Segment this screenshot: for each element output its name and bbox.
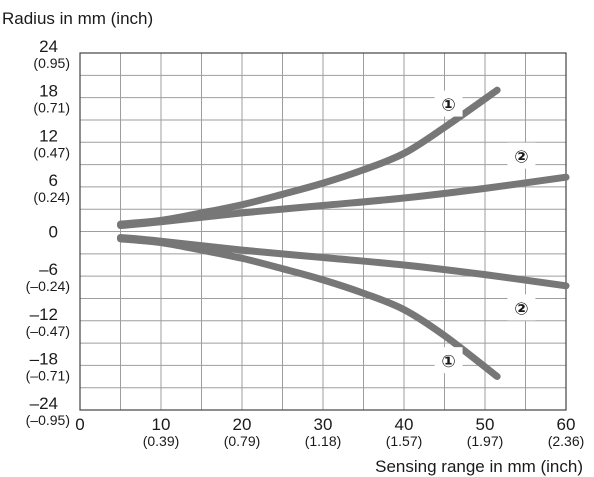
x-tick-sublabel: (2.36) bbox=[548, 433, 585, 449]
x-axis-title: Sensing range in mm (inch) bbox=[375, 457, 583, 476]
y-tick-sublabel: (–0.47) bbox=[26, 323, 70, 339]
x-tick-label: 30 bbox=[314, 415, 333, 434]
y-tick-label: 18 bbox=[39, 82, 58, 101]
series-line bbox=[117, 173, 570, 230]
curve-label-backdrop bbox=[507, 294, 536, 321]
y-tick-sublabel: (–0.71) bbox=[26, 367, 70, 383]
x-tick-label: 60 bbox=[557, 415, 576, 434]
y-tick-sublabel: (0.71) bbox=[33, 100, 70, 116]
y-tick-label: –24 bbox=[30, 394, 58, 413]
x-tick-sublabel: (1.97) bbox=[467, 433, 504, 449]
curve-label: ② bbox=[514, 299, 528, 318]
curve-label-backdrop bbox=[507, 142, 536, 169]
y-tick-label: 24 bbox=[39, 37, 58, 56]
x-tick-label: 50 bbox=[476, 415, 495, 434]
y-tick-label: –18 bbox=[30, 349, 58, 368]
grid bbox=[80, 53, 566, 410]
y-tick-label: –12 bbox=[30, 305, 58, 324]
curve-labels: ① ② ② ① bbox=[434, 90, 536, 374]
y-tick-sublabel: (–0.95) bbox=[26, 412, 70, 428]
x-tick-sublabel: (1.57) bbox=[386, 433, 423, 449]
y-tick-label: –6 bbox=[39, 260, 58, 279]
series-line bbox=[117, 233, 570, 290]
curve-label: ① bbox=[441, 96, 455, 115]
curve-label: ② bbox=[514, 148, 528, 167]
x-tick-sublabel: (0.79) bbox=[224, 433, 261, 449]
x-tick-label: 0 bbox=[75, 415, 84, 434]
y-tick-sublabel: (0.47) bbox=[33, 144, 70, 160]
curve-label-backdrop bbox=[434, 347, 463, 374]
y-tick-label: 6 bbox=[49, 171, 58, 190]
y-axis-ticks: 24(0.95) 18(0.71) 12(0.47) 6(0.24) 0 –6(–0.24… bbox=[26, 37, 70, 428]
curve-label-backdrop bbox=[434, 90, 463, 117]
plot-frame bbox=[79, 52, 567, 411]
curve-label: ① bbox=[441, 352, 455, 371]
y-tick-label: 0 bbox=[49, 223, 58, 242]
x-tick-sublabel: (1.18) bbox=[305, 433, 342, 449]
x-tick-label: 10 bbox=[152, 415, 171, 434]
x-tick-label: 20 bbox=[233, 415, 252, 434]
x-tick-label: 40 bbox=[395, 415, 414, 434]
series-group bbox=[117, 86, 570, 381]
y-tick-sublabel: (–0.24) bbox=[26, 278, 70, 294]
x-tick-sublabel: (0.39) bbox=[143, 433, 180, 449]
y-tick-sublabel: (0.95) bbox=[33, 55, 70, 71]
y-tick-sublabel: (0.24) bbox=[33, 189, 70, 205]
y-axis-title: Radius in mm (inch) bbox=[2, 9, 153, 28]
x-axis-ticks: 0 10(0.39) 20(0.79) 30(1.18) 40(1.57) 50(1.97… bbox=[75, 415, 584, 449]
y-tick-label: 12 bbox=[39, 126, 58, 145]
